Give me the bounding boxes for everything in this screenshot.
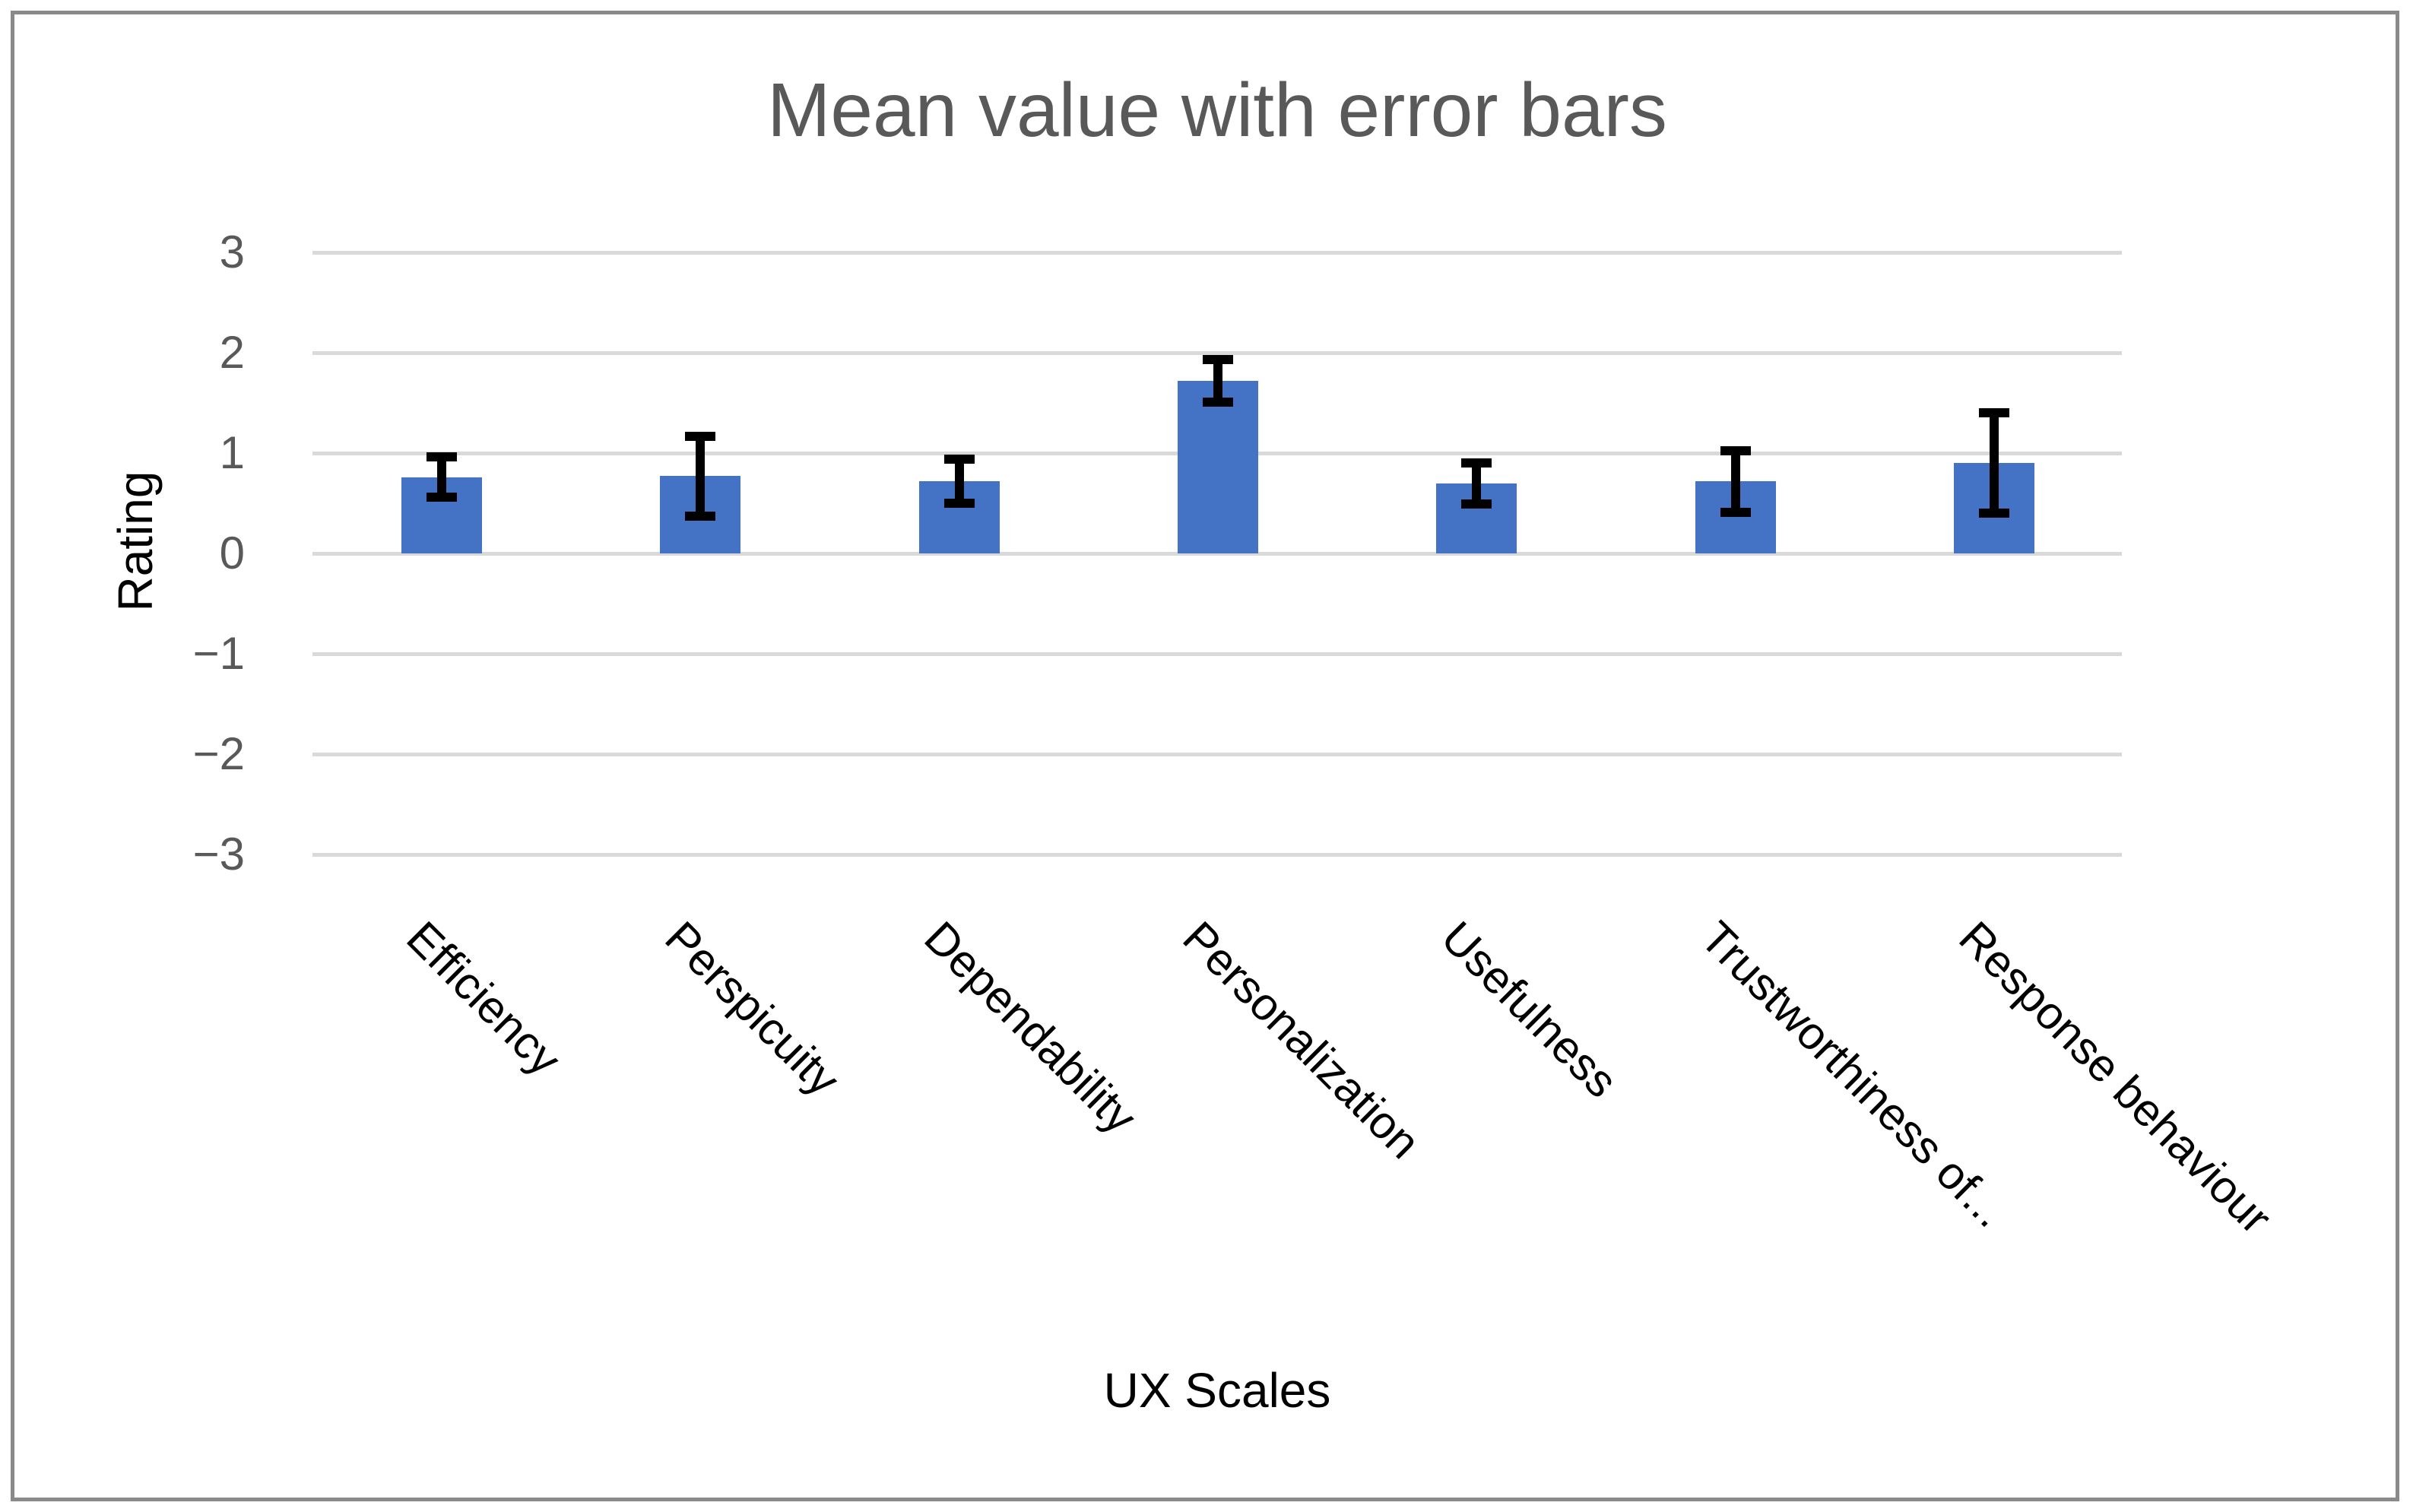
gridline [312,552,2122,556]
gridline [312,853,2122,857]
gridline [312,351,2122,355]
bar [1177,380,1258,553]
y-tick-label: 0 [219,528,245,578]
y-axis-title: Rating [108,471,163,612]
error-whisker [1213,360,1222,402]
gridline [312,251,2122,255]
error-cap-top [943,454,975,464]
error-cap-top [685,431,716,441]
x-axis-title: UX Scales [1103,1363,1331,1418]
error-cap-bottom [427,493,457,502]
error-whisker [954,458,964,503]
y-tick-label: −2 [192,728,245,779]
error-cap-bottom [1461,499,1492,509]
y-tick-label: 3 [219,227,245,277]
y-tick-label: 1 [219,427,245,478]
error-cap-top [1978,408,2009,418]
error-cap-bottom [1720,507,1751,517]
y-tick-label: −3 [192,829,245,880]
error-whisker [1472,463,1482,505]
error-whisker [437,457,446,498]
error-whisker [696,436,706,517]
chart-title: Mean value with error bars [767,68,1667,153]
gridline [312,652,2122,656]
gridline [312,753,2122,756]
error-cap-bottom [685,512,716,521]
y-tick-label: −1 [192,628,245,679]
y-tick-label: 2 [219,327,245,378]
error-cap-top [1202,355,1233,365]
error-cap-bottom [943,499,975,508]
error-whisker [1989,413,1999,514]
error-cap-top [427,452,457,462]
error-cap-bottom [1978,509,2009,518]
error-cap-top [1461,458,1492,468]
error-whisker [1730,451,1740,512]
error-cap-bottom [1202,397,1233,407]
error-cap-top [1720,446,1751,456]
